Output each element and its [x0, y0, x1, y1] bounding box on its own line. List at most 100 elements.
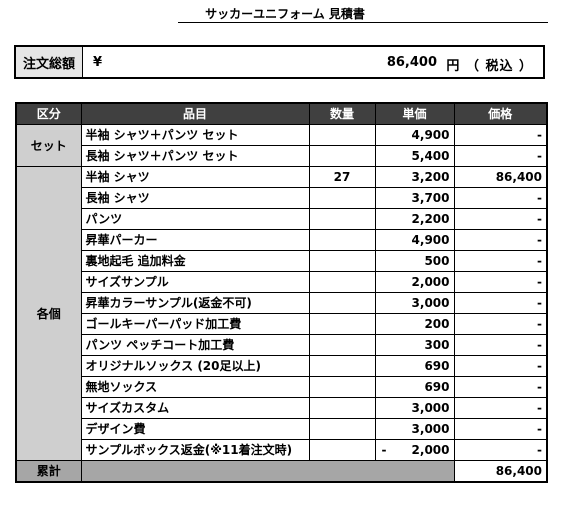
title-underline: [178, 22, 548, 23]
unit-price-cell: 3,000: [374, 292, 455, 314]
item-name-cell: 半袖 シャツ＋パンツ セット: [80, 124, 310, 146]
quantity-cell: [308, 292, 376, 314]
line-price-cell: -: [453, 229, 548, 251]
unit-price-cell: 500: [374, 250, 455, 272]
line-price-cell: -: [453, 439, 548, 461]
quantity-cell: [308, 397, 376, 419]
table-row: 裏地起毛 追加料金 500-: [16, 250, 548, 272]
order-total-amount: 86,400: [386, 55, 437, 70]
item-name-cell: パンツ: [80, 208, 310, 230]
unit-price-cell: 2,200: [374, 208, 455, 230]
table-row: 昇華カラーサンプル(返金不可) 3,000-: [16, 292, 548, 314]
item-name-cell: ゴールキーパーパッド加工費: [80, 313, 310, 335]
unit-price-cell: 4,900: [374, 124, 455, 146]
quantity-cell: [308, 208, 376, 230]
unit-price-value: 2,000: [411, 443, 450, 457]
item-name-cell: 半袖 シャツ: [80, 166, 310, 188]
quantity-cell: [308, 145, 376, 167]
unit-price-cell: 690: [374, 355, 455, 377]
order-total-unit: 円 （ 税込 ）: [446, 59, 533, 74]
table-row: オリジナルソックス (20足以上) 690-: [16, 355, 548, 377]
item-name-cell: 長袖 シャツ: [80, 187, 310, 209]
item-name-cell: サイズサンプル: [80, 271, 310, 293]
unit-price-value: 690: [424, 359, 450, 373]
item-name-cell: 長袖 シャツ＋パンツ セット: [80, 145, 310, 167]
unit-price-value: 2,000: [411, 275, 450, 289]
quantity-cell: [308, 439, 376, 461]
unit-price-cell: - 2,000: [374, 439, 455, 461]
table-row: サイズサンプル 2,000-: [16, 271, 548, 293]
quantity-cell: [308, 124, 376, 146]
header-unit-price: 単価: [374, 102, 455, 125]
quantity-cell: [308, 355, 376, 377]
line-price-cell: -: [453, 187, 548, 209]
quantity-cell: [308, 334, 376, 356]
header-item: 品目: [80, 102, 310, 125]
line-price-cell: -: [453, 292, 548, 314]
table-row: サンプルボックス返金(※11着注文時) -2,000-: [16, 439, 548, 461]
table-row: 長袖 シャツ 3,700-: [16, 187, 548, 209]
order-total-summary: 注文総額 ¥ 86,400 円 （ 税込 ）: [14, 45, 545, 79]
unit-price-value: 500: [424, 254, 450, 268]
table-row: サイズカスタム 3,000-: [16, 397, 548, 419]
quote-table: 区分 品目 数量 単価 価格 セット 半袖 シャツ＋パンツ セット 4,900- 長袖…: [15, 102, 548, 483]
item-name-cell: 昇華カラーサンプル(返金不可): [80, 292, 310, 314]
line-price-cell: -: [453, 145, 548, 167]
line-price-cell: -: [453, 271, 548, 293]
unit-price-value: 5,400: [411, 149, 450, 163]
line-price-cell: -: [453, 376, 548, 398]
quantity-cell: [308, 418, 376, 440]
total-amount: 86,400: [453, 460, 548, 483]
unit-price-value: 3,200: [411, 170, 450, 184]
quantity-cell: [308, 376, 376, 398]
total-filler: [80, 460, 455, 483]
item-name-cell: サイズカスタム: [80, 397, 310, 419]
unit-price-value: 300: [424, 338, 450, 352]
item-name-cell: サンプルボックス返金(※11着注文時): [80, 439, 310, 461]
unit-price-value: 3,700: [411, 191, 450, 205]
document-title: サッカーユニフォーム 見積書: [205, 7, 365, 21]
total-label: 累計: [15, 460, 82, 483]
line-price-cell: -: [453, 397, 548, 419]
header-quantity: 数量: [308, 102, 376, 125]
item-name-cell: デザイン費: [80, 418, 310, 440]
quote-table-body: セット 半袖 シャツ＋パンツ セット 4,900- 長袖 シャツ＋パンツ セット 5,4…: [15, 124, 548, 483]
unit-price-cell: 2,000: [374, 271, 455, 293]
quantity-cell: 27: [308, 166, 376, 188]
unit-price-cell: 200: [374, 313, 455, 335]
quantity-cell: [308, 313, 376, 335]
table-row: セット 半袖 シャツ＋パンツ セット 4,900-: [15, 124, 548, 167]
line-price-cell: -: [453, 355, 548, 377]
order-total-body: ¥ 86,400 円 （ 税込 ）: [83, 47, 543, 77]
item-name-cell: 裏地起毛 追加料金: [80, 250, 310, 272]
table-row: 無地ソックス 690-: [16, 376, 548, 398]
line-price-cell: -: [453, 208, 548, 230]
total-row: 累計 86,400: [15, 460, 548, 483]
unit-price-value: 4,900: [411, 233, 450, 247]
currency-symbol: ¥: [93, 55, 103, 70]
line-price-cell: -: [453, 313, 548, 335]
header-price: 価格: [453, 102, 548, 125]
table-row: パンツ 2,200-: [16, 208, 548, 230]
negative-sign: -: [381, 443, 387, 457]
line-price-cell: -: [453, 418, 548, 440]
unit-price-value: 3,000: [411, 296, 450, 310]
unit-price-cell: 690: [374, 376, 455, 398]
item-name-cell: 無地ソックス: [80, 376, 310, 398]
table-row: 各個 半袖 シャツ 27 3,200 86,400: [15, 166, 548, 461]
line-price-cell: -: [453, 334, 548, 356]
item-name-cell: オリジナルソックス (20足以上): [80, 355, 310, 377]
unit-price-value: 3,000: [411, 422, 450, 436]
quantity-cell: [308, 229, 376, 251]
line-price-cell: -: [453, 124, 548, 146]
unit-price-cell: 3,700: [374, 187, 455, 209]
unit-price-value: 4,900: [411, 128, 450, 142]
category-cell: セット: [15, 124, 82, 167]
table-row: 昇華パーカー 4,900-: [16, 229, 548, 251]
line-price-cell: 86,400: [453, 166, 548, 188]
quantity-cell: [308, 271, 376, 293]
category-cell: 各個: [15, 166, 82, 461]
unit-price-cell: 4,900: [374, 229, 455, 251]
line-price-cell: -: [453, 250, 548, 272]
table-row: パンツ ペッチコート加工費 300-: [16, 334, 548, 356]
